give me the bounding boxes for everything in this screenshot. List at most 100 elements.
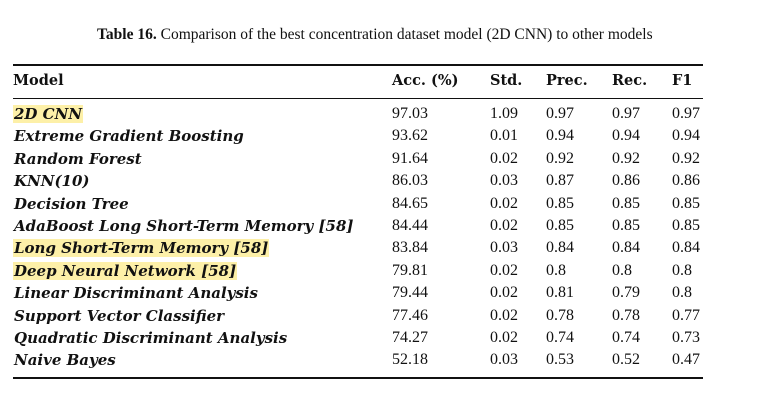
cell-std: 0.02	[490, 149, 518, 167]
cell-precision: 0.85	[546, 194, 574, 212]
model-name: Support Vector Classifier	[14, 306, 225, 325]
highlighted-model-name: 2D CNN	[13, 105, 84, 123]
table-row: KNN(10) 86.03 0.03 0.87 0.86 0.86	[13, 170, 703, 193]
model-name: KNN(10)	[14, 172, 90, 191]
header-recall: Rec.	[612, 72, 648, 89]
cell-precision: 0.74	[546, 329, 574, 346]
model-name: Random Forest	[14, 149, 142, 168]
cell-f1: 0.77	[672, 306, 700, 324]
cell-recall: 0.79	[612, 284, 640, 302]
cell-recall: 0.86	[612, 172, 640, 190]
cell-f1: 0.8	[672, 261, 692, 279]
cell-accuracy: 77.46	[392, 306, 428, 324]
table-row: Random Forest 91.64 0.02 0.92 0.92 0.92	[13, 148, 703, 171]
cell-recall: 0.78	[612, 306, 640, 324]
table-row: 2D CNN 97.03 1.09 0.97 0.97 0.97	[13, 103, 703, 126]
cell-model: Quadratic Discriminant Analysis	[13, 327, 288, 351]
cell-f1: 0.85	[672, 194, 700, 212]
model-name: AdaBoost Long Short-Term Memory [58]	[14, 217, 354, 235]
cell-accuracy: 74.27	[392, 329, 428, 346]
cell-model: AdaBoost Long Short-Term Memory [58]	[13, 215, 355, 239]
table-row: Support Vector Classifier 77.46 0.02 0.78 0.…	[13, 305, 703, 328]
cell-f1: 0.84	[672, 239, 700, 257]
cell-accuracy: 91.64	[392, 149, 428, 167]
cell-accuracy: 86.03	[392, 172, 428, 190]
cell-std: 0.02	[490, 194, 518, 212]
cell-recall: 0.92	[612, 149, 640, 167]
cell-std: 0.03	[490, 172, 518, 190]
header-std: Std.	[490, 72, 523, 89]
cell-model: Random Forest	[13, 148, 143, 172]
model-name: Decision Tree	[14, 194, 129, 213]
cell-f1: 0.85	[672, 217, 700, 234]
cell-accuracy: 93.62	[392, 127, 428, 145]
cell-precision: 0.85	[546, 217, 574, 234]
cell-f1: 0.73	[672, 329, 700, 346]
cell-recall: 0.85	[612, 217, 640, 234]
table-header-row: Model Acc. (%) Std. Prec. Rec. F1	[13, 70, 703, 93]
cell-recall: 0.8	[612, 261, 632, 279]
cell-model: 2D CNN	[13, 103, 84, 127]
table-row: AdaBoost Long Short-Term Memory [58] 84.4…	[13, 215, 703, 238]
cell-accuracy: 84.44	[392, 217, 428, 234]
cell-model: Support Vector Classifier	[13, 305, 225, 329]
cell-model: Long Short-Term Memory [58]	[13, 237, 270, 261]
table-row: Deep Neural Network [58] 79.81 0.02 0.8 0.8 0…	[13, 260, 703, 283]
table-row: Linear Discriminant Analysis 79.44 0.02 0.8…	[13, 282, 703, 305]
model-name: Linear Discriminant Analysis	[14, 284, 258, 303]
cell-accuracy: 79.81	[392, 261, 428, 279]
cell-std: 0.02	[490, 284, 518, 302]
cell-std: 1.09	[490, 105, 518, 122]
caption-text: Comparison of the best concentration dat…	[160, 26, 653, 43]
table-header-rule	[13, 98, 703, 99]
cell-precision: 0.78	[546, 306, 574, 324]
cell-accuracy: 84.65	[392, 194, 428, 212]
cell-recall: 0.94	[612, 127, 640, 145]
cell-precision: 0.97	[546, 105, 574, 122]
cell-recall: 0.85	[612, 194, 640, 212]
cell-model: Linear Discriminant Analysis	[13, 282, 259, 306]
cell-accuracy: 97.03	[392, 105, 428, 122]
highlighted-model-name: Deep Neural Network [58]	[13, 261, 238, 280]
cell-precision: 0.81	[546, 284, 574, 302]
table-row: Extreme Gradient Boosting 93.62 0.01 0.94 0.…	[13, 125, 703, 148]
table-row: Long Short-Term Memory [58] 83.84 0.03 0.84…	[13, 237, 703, 260]
cell-precision: 0.94	[546, 127, 574, 145]
highlighted-model-name: Long Short-Term Memory [58]	[13, 239, 270, 258]
cell-recall: 0.74	[612, 329, 640, 346]
cell-accuracy: 83.84	[392, 239, 428, 257]
cell-model: Decision Tree	[13, 193, 130, 217]
cell-std: 0.03	[490, 351, 518, 369]
cell-recall: 0.97	[612, 105, 640, 122]
cell-std: 0.01	[490, 127, 518, 145]
table-bottom-rule	[13, 377, 703, 379]
cell-std: 0.02	[490, 306, 518, 324]
table-caption: Table 16. Comparison of the best concent…	[97, 24, 757, 45]
table-row: Naive Bayes 52.18 0.03 0.53 0.52 0.47	[13, 349, 703, 372]
cell-model: Extreme Gradient Boosting	[13, 125, 245, 149]
table-top-rule	[13, 64, 703, 66]
cell-model: Naive Bayes	[13, 349, 117, 373]
cell-f1: 0.94	[672, 127, 700, 145]
cell-recall: 0.52	[612, 351, 640, 369]
cell-f1: 0.92	[672, 149, 700, 167]
header-model: Model	[13, 72, 64, 89]
cell-model: Deep Neural Network [58]	[13, 260, 238, 284]
model-name: Extreme Gradient Boosting	[14, 127, 244, 146]
cell-std: 0.02	[490, 329, 518, 346]
cell-f1: 0.47	[672, 351, 700, 369]
cell-std: 0.03	[490, 239, 518, 257]
table-row: Quadratic Discriminant Analysis 74.27 0.02…	[13, 327, 703, 350]
header-accuracy: Acc. (%)	[392, 72, 459, 89]
table-row: Decision Tree 84.65 0.02 0.85 0.85 0.85	[13, 193, 703, 216]
cell-recall: 0.84	[612, 239, 640, 257]
cell-precision: 0.92	[546, 149, 574, 167]
header-precision: Prec.	[546, 72, 588, 89]
cell-f1: 0.8	[672, 284, 692, 302]
model-name: Quadratic Discriminant Analysis	[14, 329, 288, 347]
model-name: Naive Bayes	[14, 351, 116, 370]
cell-accuracy: 52.18	[392, 351, 428, 369]
caption-label: Table 16.	[97, 26, 157, 43]
cell-std: 0.02	[490, 217, 518, 234]
cell-precision: 0.84	[546, 239, 574, 257]
